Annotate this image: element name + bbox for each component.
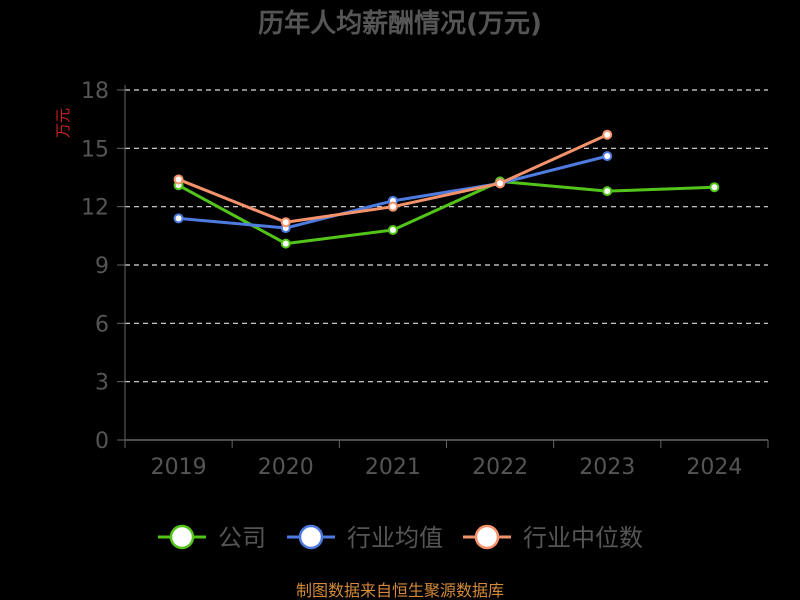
data-point[interactable] [173, 174, 184, 185]
data-point[interactable] [173, 213, 184, 224]
data-source-note: 制图数据来自恒生聚源数据库 [296, 581, 504, 600]
grid-lines [125, 89, 768, 383]
y-tick-label: 3 [95, 371, 109, 396]
legend-item-0[interactable]: 公司 [158, 524, 266, 552]
x-tick-label: 2020 [258, 455, 314, 480]
legend-label: 公司 [218, 524, 266, 552]
axes: 0 3 6 9 12 15 18 2019 2020 2021 2022 2023 2024 [81, 79, 769, 480]
y-tick-label: 9 [95, 254, 109, 279]
data-point[interactable] [602, 129, 613, 140]
x-tick-label: 2019 [151, 455, 207, 480]
y-tick-label: 6 [95, 312, 109, 337]
series-lines [173, 129, 720, 249]
legend-marker [474, 524, 500, 550]
x-tick-label: 2021 [365, 455, 421, 480]
legend-marker [169, 524, 195, 550]
data-point[interactable] [495, 178, 506, 189]
legend-label: 行业均值 [347, 524, 443, 552]
x-tick-label: 2022 [472, 455, 528, 480]
data-point[interactable] [387, 225, 398, 235]
legend-item-1[interactable]: 行业均值 [287, 524, 443, 552]
legend-marker [298, 524, 324, 550]
legend[interactable]: 公司 行业均值 行业中位数 [158, 524, 643, 552]
data-point[interactable] [280, 217, 291, 228]
chart-title: 历年人均薪酬情况(万元) [258, 8, 542, 39]
series-line-0 [177, 179, 715, 246]
x-tick-label: 2023 [579, 455, 635, 480]
data-point[interactable] [387, 201, 398, 212]
legend-label: 行业中位数 [523, 524, 643, 552]
data-point[interactable] [280, 238, 291, 249]
data-point[interactable] [709, 182, 720, 193]
y-tick-label: 15 [81, 137, 109, 162]
series-line-1 [178, 154, 608, 230]
y-tick-label: 12 [81, 196, 109, 221]
legend-item-2[interactable]: 行业中位数 [463, 524, 643, 552]
y-axis-label: 万元 [54, 108, 72, 138]
x-tick-label: 2024 [686, 455, 742, 480]
data-point[interactable] [602, 186, 613, 197]
data-point[interactable] [602, 151, 613, 162]
y-tick-label: 0 [95, 429, 109, 454]
y-tick-label: 18 [81, 79, 109, 104]
